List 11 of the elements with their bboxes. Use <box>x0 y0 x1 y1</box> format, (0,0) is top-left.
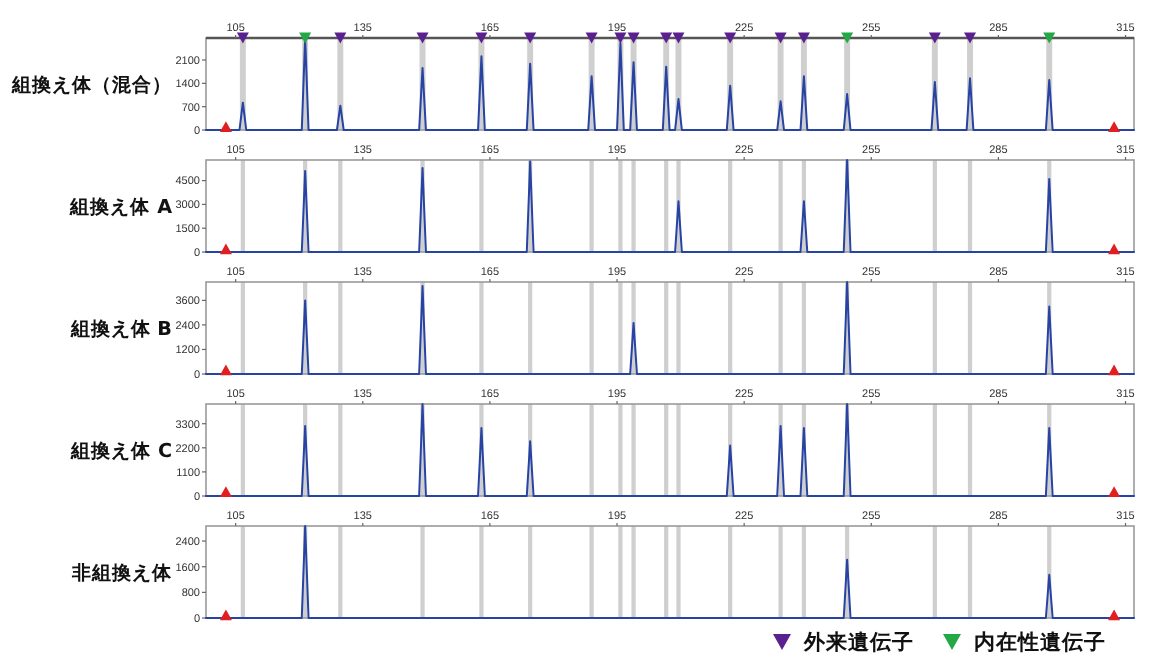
y-axis-title: 組換え体 C <box>69 438 172 463</box>
y-axis-title: 組換え体 A <box>68 194 174 219</box>
y-axis-title: 組換え体 B <box>68 316 172 341</box>
legend-label: 内在性遺伝子 <box>974 629 1106 656</box>
line-series <box>205 403 1135 497</box>
line-series <box>205 525 1135 619</box>
y-axis-title: 組換え体（混合） <box>10 72 172 97</box>
line-series <box>205 281 1135 375</box>
line-series <box>205 159 1135 253</box>
y-axis-title: 非組換え体 <box>70 560 174 585</box>
legend-label: 外来遺伝子 <box>802 629 914 656</box>
